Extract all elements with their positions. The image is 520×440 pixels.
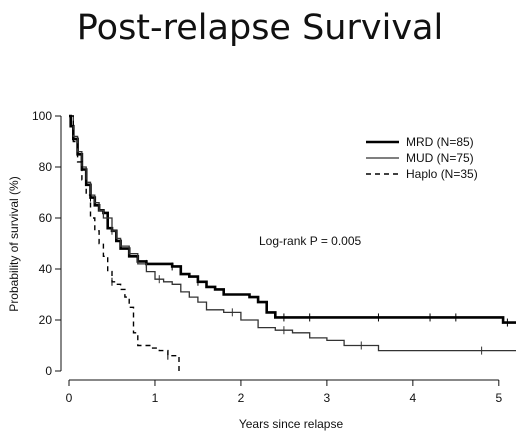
logrank-annotation: Log-rank P = 0.005 <box>259 234 362 248</box>
plot-area <box>69 114 516 371</box>
y-tick-label: 80 <box>39 160 53 174</box>
slide-title: Post-relapse Survival <box>76 8 444 48</box>
x-tick-label: 4 <box>410 391 417 405</box>
x-tick-label: 1 <box>152 391 159 405</box>
y-tick-label: 40 <box>39 262 53 276</box>
x-tick-label: 5 <box>495 391 502 405</box>
y-tick-label: 0 <box>45 364 52 378</box>
x-tick-label: 3 <box>324 391 331 405</box>
series-line-1 <box>69 115 516 352</box>
y-axis-title: Probability of survival (%) <box>7 176 21 311</box>
y-tick-label: 20 <box>39 313 53 327</box>
legend: MRD (N=85) MUD (N=75) Haplo (N=35) <box>366 135 478 181</box>
chart-axes: 0 20 40 60 80 100 0 1 2 3 4 5 <box>32 109 502 405</box>
x-axis-title: Years since relapse <box>239 417 344 431</box>
legend-label-2: Haplo (N=35) <box>406 167 478 181</box>
y-tick-label: 60 <box>39 211 53 225</box>
series-line-2 <box>69 115 180 371</box>
legend-label-0: MRD (N=85) <box>406 135 474 149</box>
x-tick-label: 0 <box>66 391 73 405</box>
x-tick-label: 2 <box>238 391 245 405</box>
y-tick-label: 100 <box>32 109 52 123</box>
legend-label-1: MUD (N=75) <box>406 151 474 165</box>
